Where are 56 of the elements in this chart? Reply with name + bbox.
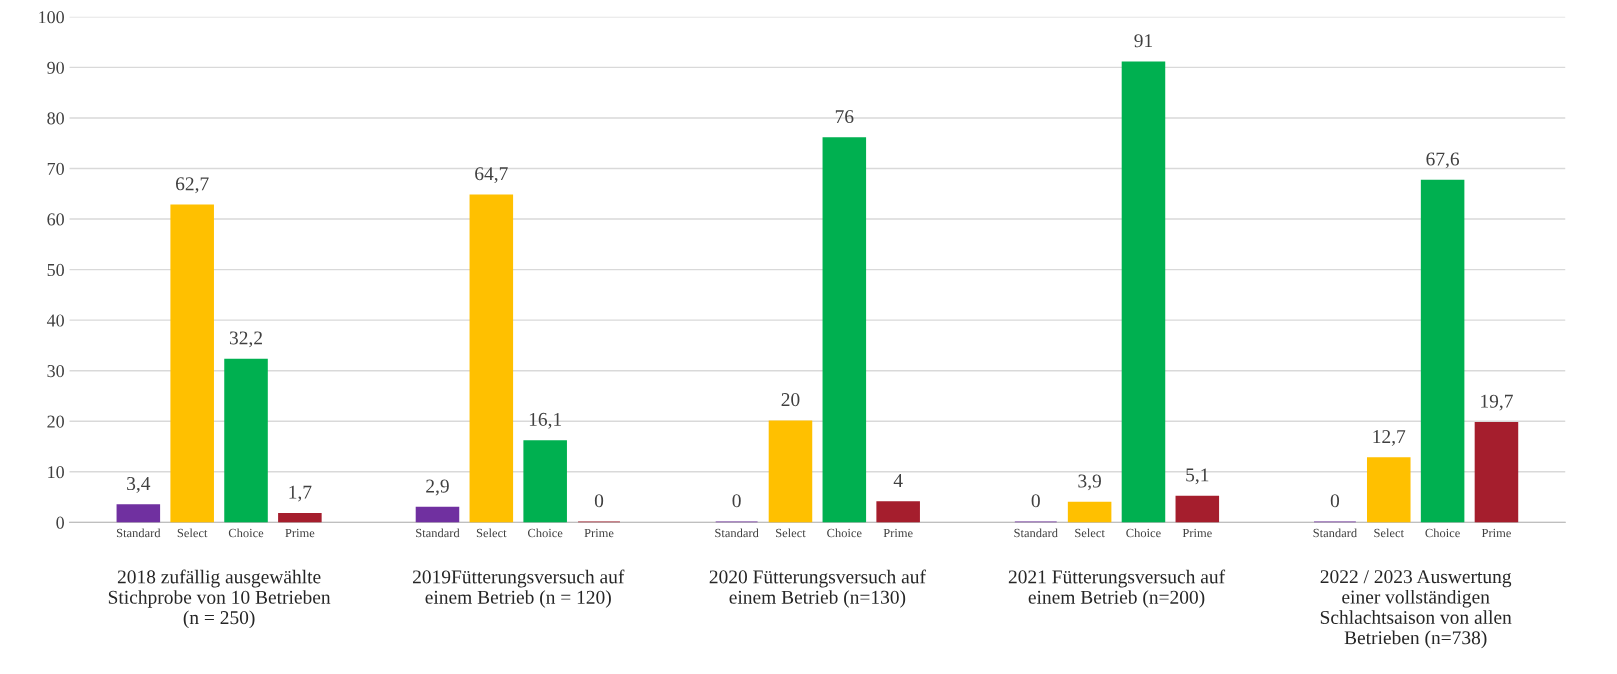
- text: Prime: [883, 528, 913, 538]
- y-tick-label: 40: [46, 314, 64, 327]
- text: Choice: [527, 528, 563, 538]
- series-label: Prime: [285, 528, 315, 538]
- data-label: 5,1: [1186, 468, 1209, 485]
- data-label: 3,9: [1078, 474, 1101, 491]
- text: Select: [1374, 528, 1404, 538]
- x-tick-label: 2018 zufällig ausgewählte Stichprobe von 10 Betrieben (n = 250): [108, 569, 331, 629]
- data-label: 4: [893, 474, 903, 487]
- data-label: 3,4: [127, 477, 151, 493]
- text: Standard: [1313, 528, 1357, 538]
- series-label: Standard: [715, 528, 759, 538]
- y-tick-label: 90: [47, 61, 64, 74]
- text: Standard: [116, 528, 161, 538]
- text: Prime: [584, 528, 614, 538]
- y-tick-label: 50: [47, 263, 64, 277]
- data-label: 0: [594, 494, 604, 508]
- y-tick-label: 80: [47, 112, 64, 125]
- y-tick-label: 100: [39, 11, 64, 24]
- x-tick-label: 2022 / 2023 Auswertung einer vollständigen Schlachtsaison von allen Betrieben (n=738): [1320, 570, 1512, 649]
- data-label: 76: [835, 110, 854, 124]
- data-label: 2,9: [426, 479, 449, 496]
- y-tick-label: 0: [56, 516, 64, 529]
- text: Select: [1075, 528, 1105, 538]
- data-label: 12,7: [1373, 430, 1406, 446]
- data-label: 20: [781, 393, 800, 407]
- y-tick-label: 20: [47, 415, 64, 428]
- text: Prime: [1481, 528, 1511, 538]
- x-tick-label: 2019Fütterungsversuch auf einem Betrieb (n = 120): [412, 569, 625, 608]
- data-label: 0: [1330, 494, 1340, 508]
- data-label: 0: [732, 494, 741, 508]
- x-tick-label: 2020 Fütterungsversuch auf einem Betrieb (n=130): [709, 569, 926, 608]
- y-tick-label: 10: [48, 466, 64, 479]
- text: Standard: [416, 528, 460, 538]
- data-label: 0: [1031, 494, 1040, 508]
- x-tick-label: 2021 Fütterungsversuch auf einem Betrieb (n=200): [1008, 569, 1226, 608]
- text: Choice: [827, 528, 862, 538]
- data-label: 64,7: [475, 167, 508, 184]
- text: Choice: [1425, 528, 1460, 538]
- y-tick-label: 30: [47, 364, 64, 378]
- text: Prime: [1182, 528, 1212, 538]
- data-label: 32,2: [229, 331, 262, 348]
- text: Standard: [1014, 528, 1058, 538]
- data-label: 16,1: [529, 412, 562, 429]
- data-label: 19,7: [1481, 394, 1513, 411]
- text: Select: [476, 528, 507, 538]
- y-tick-label: 70: [47, 162, 64, 175]
- series-label: Select: [177, 528, 208, 538]
- series-label: Choice: [228, 528, 264, 538]
- data-label: 1,7: [289, 485, 312, 502]
- data-label: 67,6: [1426, 152, 1460, 169]
- text: Choice: [1126, 528, 1161, 538]
- data-label: 91: [1134, 34, 1153, 48]
- data-label: 62,7: [176, 177, 209, 194]
- y-tick-label: 60: [47, 213, 64, 226]
- text: Select: [776, 528, 806, 538]
